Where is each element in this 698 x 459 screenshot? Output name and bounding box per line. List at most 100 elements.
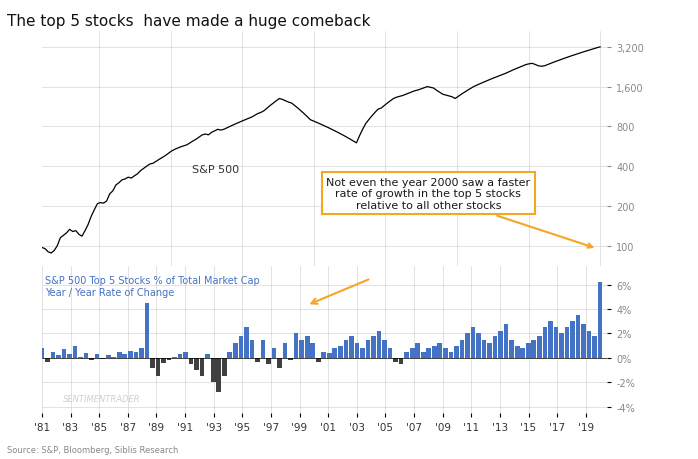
Bar [89, 358, 94, 361]
Text: The top 5 stocks  have made a huge comeback: The top 5 stocks have made a huge comeba… [7, 14, 371, 29]
Bar [311, 343, 315, 358]
Bar [487, 343, 492, 358]
Bar [106, 356, 110, 358]
Bar [393, 358, 398, 362]
Bar [587, 331, 591, 358]
Bar [449, 352, 453, 358]
Bar [277, 358, 282, 368]
Bar [338, 346, 343, 358]
Bar [200, 358, 205, 376]
Bar [150, 358, 155, 368]
Bar [470, 328, 475, 358]
Bar [399, 358, 403, 364]
Bar [266, 358, 271, 364]
Bar [476, 334, 481, 358]
Bar [360, 348, 365, 358]
Bar [343, 340, 348, 358]
Bar [542, 328, 547, 358]
Bar [366, 340, 371, 358]
Text: SENTIMENTRADER: SENTIMENTRADER [64, 394, 141, 403]
Bar [216, 358, 221, 392]
Bar [294, 334, 299, 358]
Bar [222, 358, 227, 376]
Bar [188, 358, 193, 364]
Bar [581, 324, 586, 358]
Bar [432, 346, 437, 358]
Bar [510, 340, 514, 358]
Bar [493, 336, 498, 358]
Bar [327, 353, 332, 358]
Bar [205, 354, 210, 358]
Bar [167, 358, 171, 361]
Bar [531, 340, 536, 358]
Bar [67, 354, 72, 358]
Bar [322, 352, 326, 358]
Bar [139, 348, 144, 358]
Bar [559, 334, 564, 358]
Bar [454, 346, 459, 358]
Bar [194, 358, 199, 370]
Bar [355, 343, 359, 358]
Bar [421, 352, 426, 358]
Bar [117, 352, 121, 358]
Bar [332, 348, 337, 358]
Bar [316, 358, 320, 362]
Bar [228, 352, 232, 358]
Bar [78, 357, 83, 358]
Bar [239, 336, 243, 358]
Bar [56, 356, 61, 358]
Bar [482, 340, 487, 358]
Bar [122, 354, 127, 358]
Bar [40, 348, 44, 358]
Bar [172, 357, 177, 358]
Bar [73, 346, 77, 358]
Bar [526, 343, 530, 358]
Bar [178, 354, 182, 358]
Bar [404, 352, 409, 358]
Bar [272, 348, 276, 358]
Bar [112, 357, 116, 358]
Bar [233, 343, 237, 358]
Bar [554, 328, 558, 358]
Bar [260, 340, 265, 358]
Bar [250, 340, 254, 358]
Bar [144, 303, 149, 358]
Bar [521, 348, 525, 358]
Bar [161, 358, 166, 363]
Bar [565, 328, 570, 358]
Bar [61, 350, 66, 358]
Bar [349, 336, 354, 358]
Bar [211, 358, 216, 382]
Bar [592, 336, 597, 358]
Bar [504, 324, 508, 358]
Bar [45, 358, 50, 362]
Bar [548, 321, 553, 358]
Bar [515, 346, 519, 358]
Bar [299, 340, 304, 358]
Bar [597, 282, 602, 358]
Bar [426, 348, 431, 358]
Bar [51, 352, 55, 358]
Bar [576, 315, 580, 358]
Bar [288, 358, 293, 361]
Bar [128, 351, 133, 358]
Bar [184, 352, 188, 358]
Text: Not even the year 2000 saw a faster
rate of growth in the top 5 stocks
relative : Not even the year 2000 saw a faster rate… [326, 177, 593, 248]
Bar [371, 336, 376, 358]
Bar [570, 321, 574, 358]
Text: Year / Year Rate of Change: Year / Year Rate of Change [45, 287, 174, 297]
Bar [537, 336, 542, 358]
Bar [388, 348, 392, 358]
Bar [255, 358, 260, 362]
Bar [377, 331, 381, 358]
Bar [283, 343, 288, 358]
Text: S&P 500: S&P 500 [192, 165, 239, 175]
Text: S&P 500 Top 5 Stocks % of Total Market Cap: S&P 500 Top 5 Stocks % of Total Market C… [45, 275, 260, 285]
Bar [465, 334, 470, 358]
Bar [156, 358, 161, 376]
Bar [438, 343, 442, 358]
Bar [84, 353, 89, 358]
Bar [498, 331, 503, 358]
Bar [101, 358, 105, 359]
Bar [443, 348, 447, 358]
